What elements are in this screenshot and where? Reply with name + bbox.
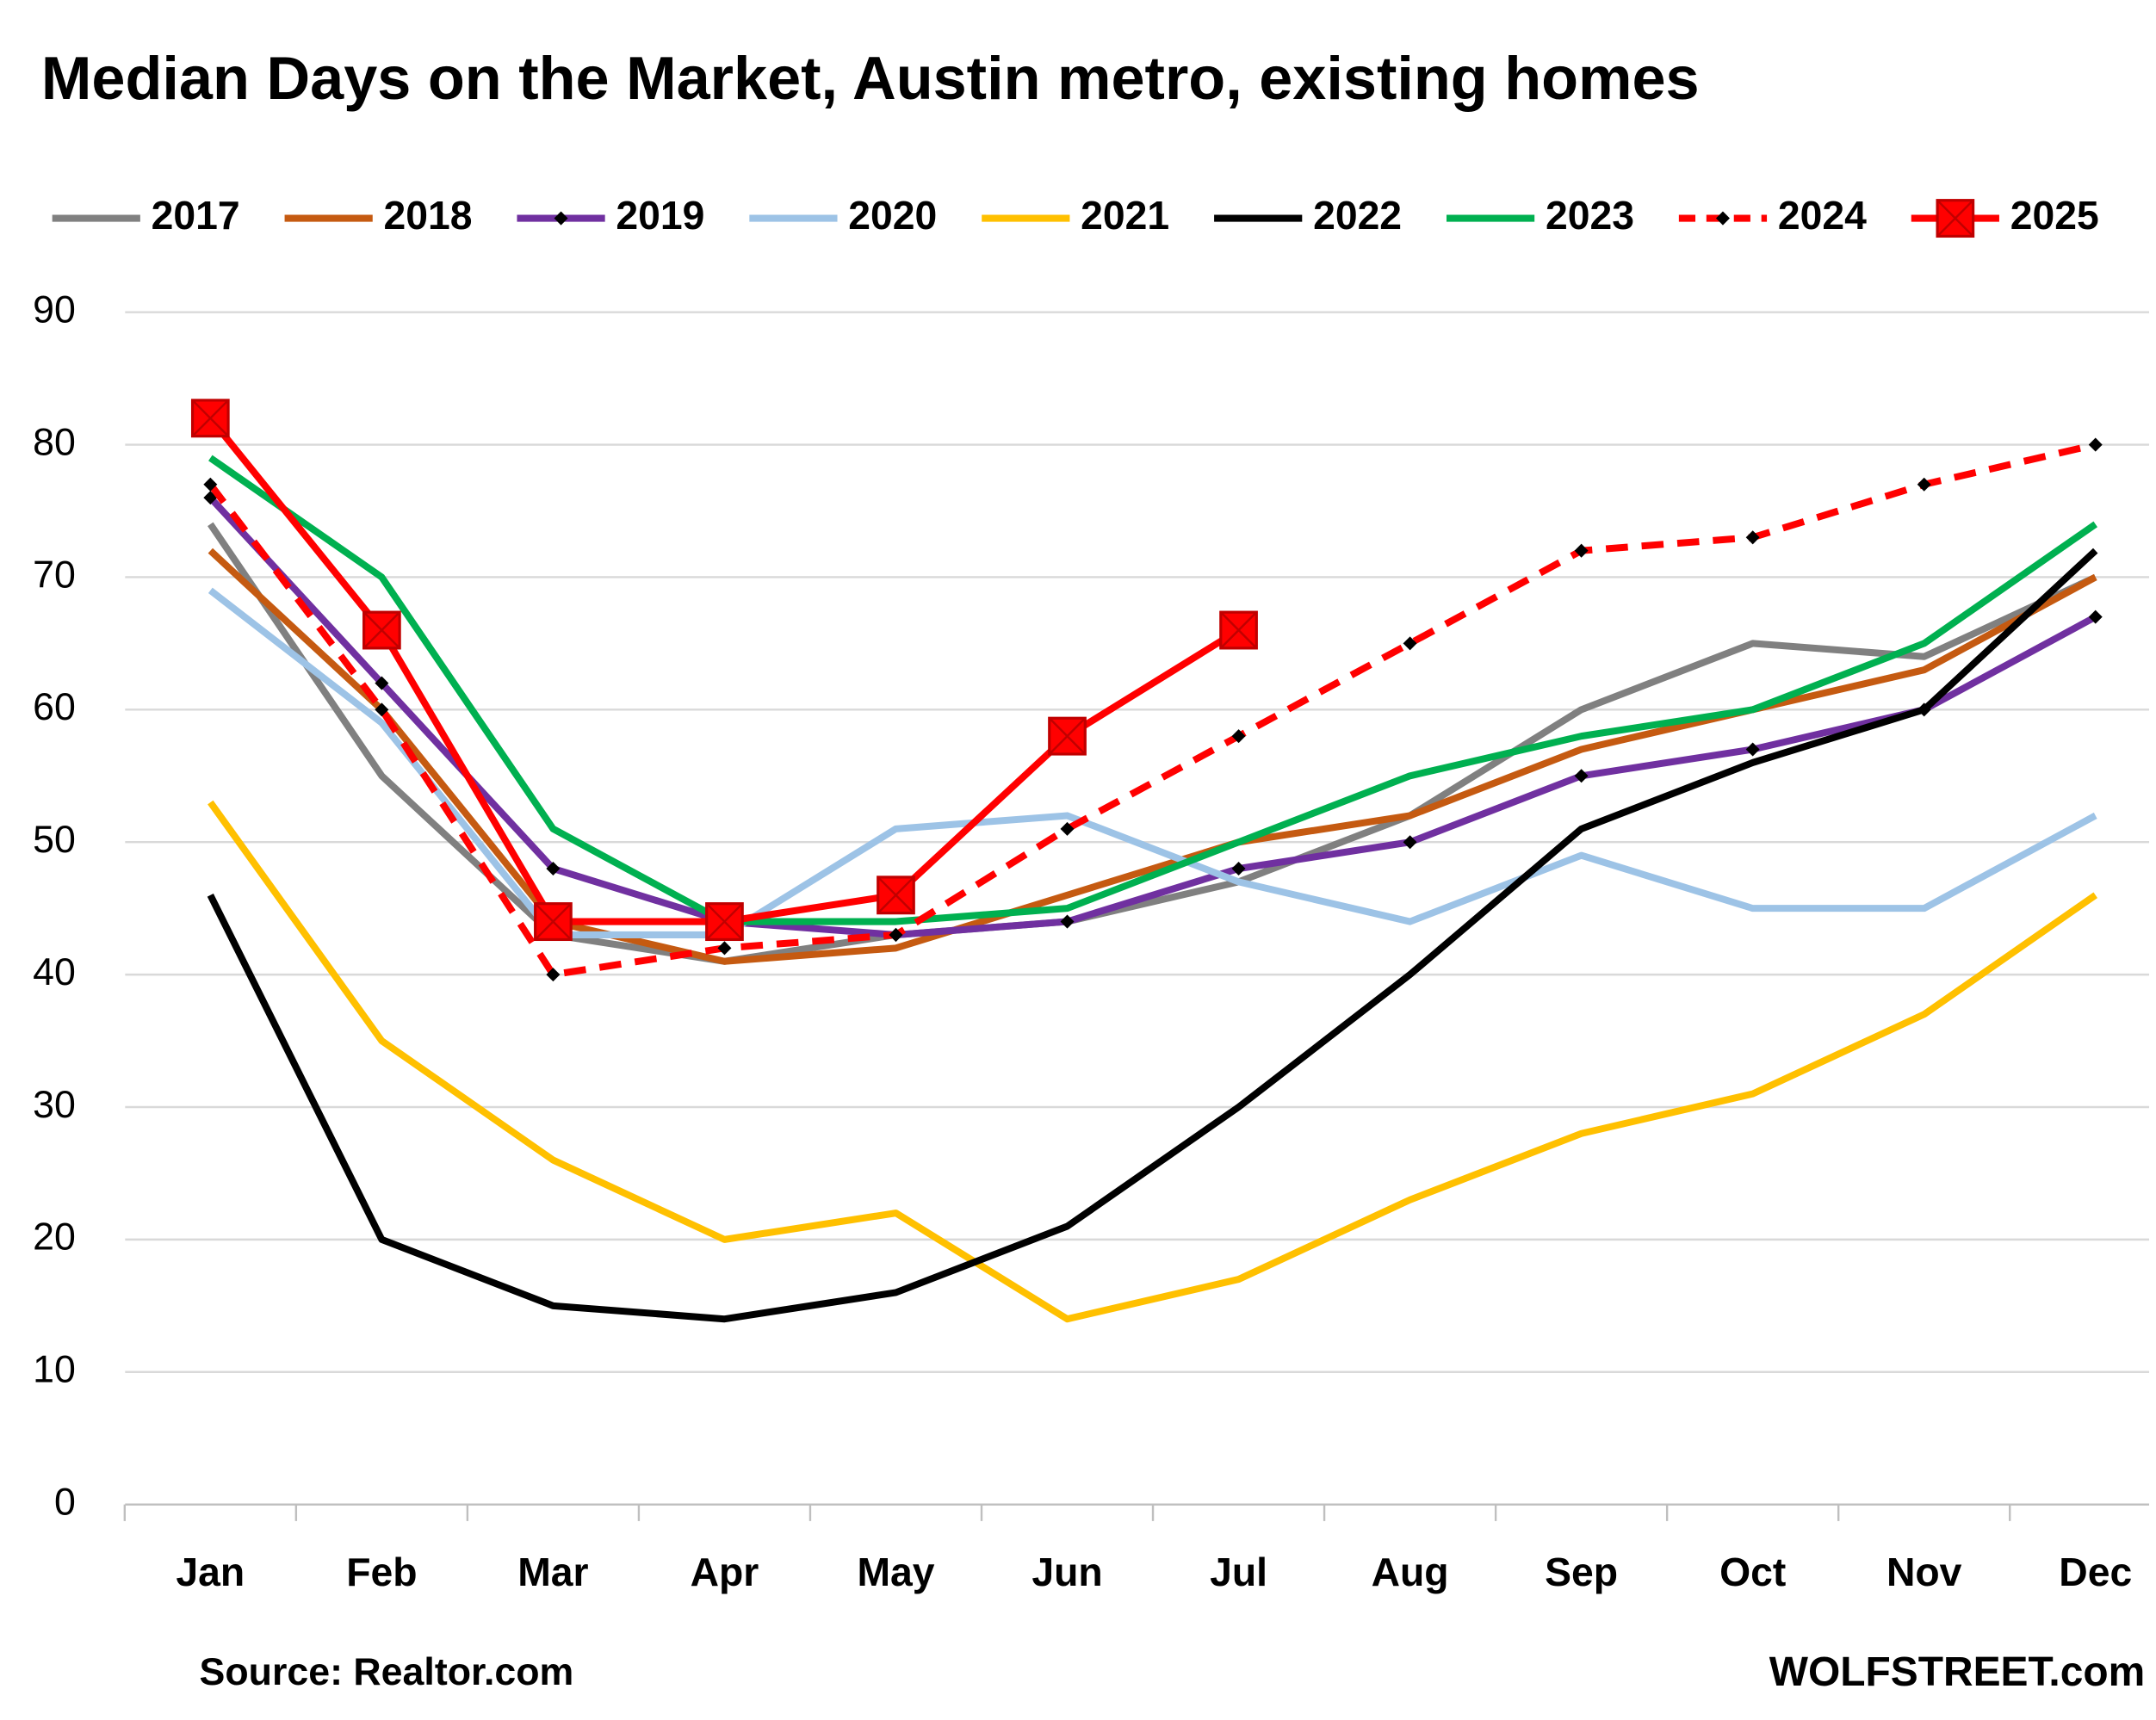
point [717, 941, 732, 956]
x-tick-label: Nov [1886, 1550, 1962, 1594]
point [1231, 861, 1246, 876]
x-tick-label: Feb [346, 1550, 417, 1594]
series-line [208, 441, 2097, 979]
x-tick-label: Aug [1372, 1550, 1449, 1594]
legend-label: 2024 [1778, 193, 1867, 238]
legend-label: 2021 [1081, 193, 1169, 238]
x-tick-label: Jul [1210, 1550, 1267, 1594]
point [554, 211, 568, 226]
y-tick-label: 20 [33, 1216, 76, 1259]
legend-label: 2022 [1313, 193, 1402, 238]
x-tick-label: Dec [2059, 1550, 2132, 1594]
legend-label: 2023 [1546, 193, 1634, 238]
point [190, 399, 230, 438]
point [375, 702, 389, 717]
point [1917, 477, 1931, 492]
series-line [208, 800, 2098, 1323]
legend-label: 2018 [384, 193, 473, 238]
series-line [208, 495, 2097, 938]
x-tick-label: Jun [1032, 1550, 1102, 1594]
series-line [208, 548, 2097, 965]
point [546, 861, 561, 876]
legend-label: 2017 [152, 193, 240, 238]
x-tick-label: Oct [1719, 1550, 1786, 1594]
source: Source: Realtor.com [200, 1650, 574, 1693]
y-tick-label: 50 [33, 818, 76, 861]
point [1048, 716, 1087, 756]
series-line [208, 455, 2098, 925]
point [2088, 437, 2103, 452]
legend-label: 2025 [2010, 193, 2099, 238]
y-tick-label: 10 [33, 1348, 76, 1391]
series-line [207, 548, 2098, 1323]
point [1745, 742, 1760, 757]
legend-label: 2019 [616, 193, 704, 238]
y-tick-label: 40 [33, 950, 76, 993]
x-tick-label: Sep [1545, 1550, 1618, 1594]
y-tick-label: 80 [33, 420, 76, 463]
point [1060, 914, 1075, 929]
x-tick-label: Apr [691, 1550, 759, 1594]
credit: WOLFSTREET.com [1769, 1649, 2145, 1695]
point [1219, 610, 1258, 650]
point [2088, 609, 2103, 624]
point [546, 968, 561, 982]
x-tick-label: Mar [517, 1550, 588, 1594]
y-tick-label: 90 [33, 288, 76, 331]
y-tick-label: 70 [33, 553, 76, 596]
y-tick-label: 0 [54, 1480, 76, 1523]
point [1574, 543, 1589, 558]
x-tick-label: May [857, 1550, 934, 1594]
point [362, 610, 401, 650]
chart-title: Median Days on the Market, Austin metro,… [41, 44, 1700, 112]
point [1060, 821, 1075, 836]
point [889, 927, 903, 942]
series-line [208, 416, 1241, 925]
x-tick-label: Jan [176, 1550, 245, 1594]
point [534, 902, 573, 942]
point [877, 875, 915, 915]
point [1403, 835, 1417, 850]
point [1715, 211, 1730, 226]
y-tick-label: 30 [33, 1083, 76, 1126]
y-tick-label: 60 [33, 685, 76, 728]
legend-label: 2020 [848, 193, 937, 238]
point [1231, 729, 1246, 744]
series-line [208, 587, 2097, 938]
series-line [208, 522, 2097, 965]
point [1936, 199, 1975, 238]
point [705, 902, 744, 942]
point [1574, 769, 1589, 783]
point [1745, 530, 1760, 545]
